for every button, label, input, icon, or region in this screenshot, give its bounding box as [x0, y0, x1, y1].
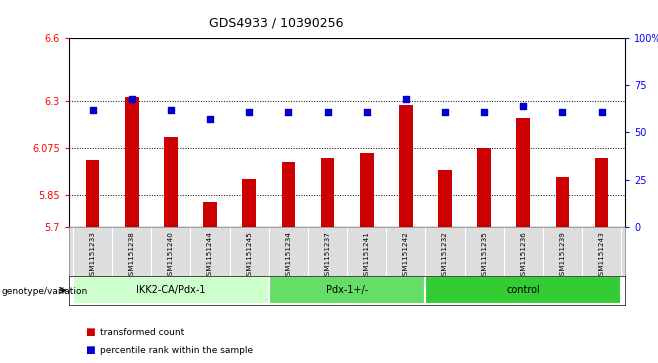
Text: GSM1151238: GSM1151238: [129, 231, 135, 280]
Text: GSM1151244: GSM1151244: [207, 231, 213, 280]
Point: [126, 95, 137, 101]
Point: [557, 109, 568, 115]
Text: GDS4933 / 10390256: GDS4933 / 10390256: [209, 16, 343, 29]
Text: transformed count: transformed count: [100, 328, 184, 337]
Point: [244, 109, 255, 115]
Bar: [282, 162, 295, 227]
Text: GSM1151236: GSM1151236: [520, 231, 526, 280]
Point: [596, 109, 607, 115]
FancyBboxPatch shape: [268, 277, 426, 304]
Text: GSM1151245: GSM1151245: [246, 231, 252, 280]
Text: GSM1151243: GSM1151243: [599, 231, 605, 280]
Point: [361, 109, 372, 115]
Text: ■: ■: [86, 327, 95, 337]
FancyBboxPatch shape: [426, 277, 621, 304]
Point: [283, 109, 293, 115]
Text: GSM1151232: GSM1151232: [442, 231, 448, 280]
Text: GSM1151235: GSM1151235: [481, 231, 487, 280]
Point: [518, 103, 528, 109]
Bar: [320, 158, 334, 227]
Text: Pdx-1+/-: Pdx-1+/-: [326, 285, 368, 295]
Bar: [477, 148, 491, 227]
Point: [401, 95, 411, 101]
Text: GSM1151241: GSM1151241: [364, 231, 370, 280]
Bar: [86, 160, 99, 227]
Bar: [517, 118, 530, 227]
Bar: [242, 179, 256, 227]
Point: [205, 117, 215, 122]
Text: IKK2-CA/Pdx-1: IKK2-CA/Pdx-1: [136, 285, 206, 295]
Bar: [360, 154, 374, 227]
Text: GSM1151239: GSM1151239: [559, 231, 565, 280]
Point: [479, 109, 490, 115]
Bar: [595, 158, 609, 227]
Text: control: control: [507, 285, 540, 295]
Point: [440, 109, 450, 115]
Text: GSM1151233: GSM1151233: [89, 231, 95, 280]
Point: [88, 107, 98, 113]
Bar: [164, 137, 178, 227]
Bar: [203, 202, 217, 227]
Point: [166, 107, 176, 113]
Text: percentile rank within the sample: percentile rank within the sample: [100, 346, 253, 355]
Bar: [125, 97, 139, 227]
Text: GSM1151240: GSM1151240: [168, 231, 174, 280]
FancyBboxPatch shape: [73, 277, 268, 304]
Text: ■: ■: [86, 345, 95, 355]
Text: GSM1151242: GSM1151242: [403, 231, 409, 280]
Text: GSM1151234: GSM1151234: [286, 231, 291, 280]
Bar: [399, 105, 413, 227]
Text: GSM1151237: GSM1151237: [324, 231, 330, 280]
Bar: [555, 176, 569, 227]
Point: [322, 109, 333, 115]
Bar: [438, 170, 452, 227]
Text: genotype/variation: genotype/variation: [1, 287, 88, 296]
